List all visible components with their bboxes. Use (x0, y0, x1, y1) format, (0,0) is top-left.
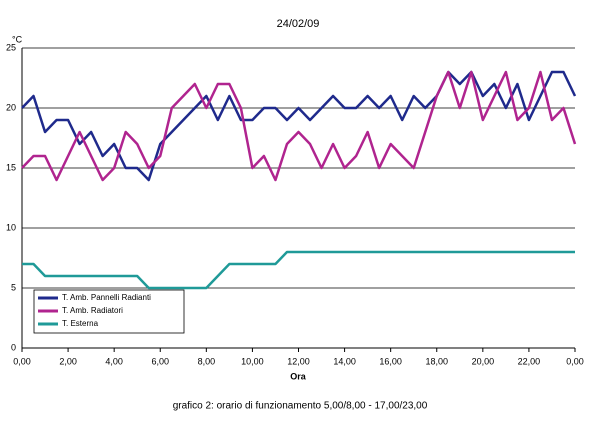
x-tick-label: 6,00 (151, 356, 169, 366)
x-tick-label: 14,00 (333, 356, 356, 366)
y-axis-label: °C (12, 34, 23, 44)
legend-label: T. Esterna (62, 319, 99, 328)
x-tick-label: 22,00 (518, 356, 541, 366)
x-tick-label: 8,00 (198, 356, 216, 366)
x-tick-label: 2,00 (59, 356, 77, 366)
line-series (21, 70, 577, 182)
x-axis-label: Ora (290, 371, 307, 381)
line-series (21, 70, 577, 182)
line-series (22, 250, 575, 290)
x-tick-label: 0,00 (566, 356, 584, 366)
y-tick-label: 0 (11, 342, 16, 352)
y-tick-label: 20 (6, 102, 16, 112)
legend-label: T. Amb. Radiatori (62, 306, 123, 315)
y-tick-label: 5 (11, 282, 16, 292)
x-tick-label: 18,00 (425, 356, 448, 366)
legend-box (33, 289, 185, 334)
x-tick-label: 12,00 (287, 356, 310, 366)
x-tick-label: 16,00 (379, 356, 402, 366)
y-tick-label: 10 (6, 222, 16, 232)
x-tick-label: 4,00 (105, 356, 123, 366)
x-tick-label: 0,00 (13, 356, 31, 366)
x-tick-label: 20,00 (472, 356, 495, 366)
y-tick-label: 25 (6, 42, 16, 52)
chart-title: 24/02/09 (277, 18, 320, 30)
caption: grafico 2: orario di funzionamento 5,00/… (173, 401, 428, 412)
legend-label: T. Amb. Pannelli Radianti (62, 293, 151, 302)
x-tick-label: 10,00 (241, 356, 264, 366)
y-tick-label: 15 (6, 162, 16, 172)
